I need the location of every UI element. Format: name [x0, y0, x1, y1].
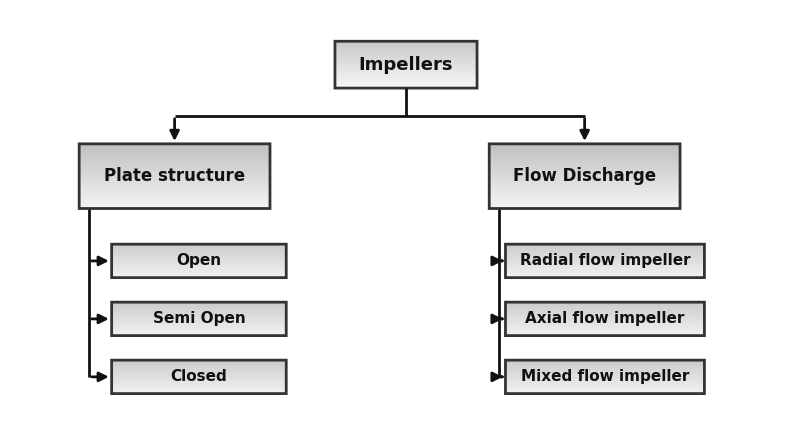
Text: Closed: Closed: [170, 369, 227, 384]
Text: Mixed flow impeller: Mixed flow impeller: [520, 369, 689, 384]
Text: Open: Open: [176, 253, 221, 268]
Text: Flow Discharge: Flow Discharge: [513, 167, 655, 185]
Text: Radial flow impeller: Radial flow impeller: [519, 253, 689, 268]
Text: Semi Open: Semi Open: [152, 311, 245, 326]
Text: Plate structure: Plate structure: [104, 167, 245, 185]
Text: Axial flow impeller: Axial flow impeller: [525, 311, 684, 326]
Text: Impellers: Impellers: [358, 56, 453, 74]
